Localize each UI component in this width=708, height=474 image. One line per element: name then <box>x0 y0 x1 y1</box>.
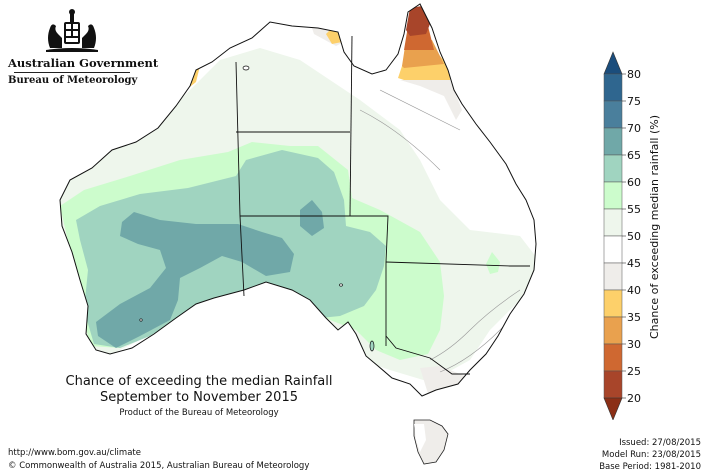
agency-name: Bureau of Meteorology <box>8 75 138 86</box>
band-60-65-nsw <box>486 252 500 274</box>
legend-bin-20-25 <box>603 370 623 399</box>
tasmania-west <box>414 424 426 452</box>
legend-bin-60-65 <box>603 154 623 183</box>
legend-bin-65-70 <box>603 127 623 156</box>
legend-tick-65: 65 <box>627 149 641 162</box>
legend-label: Chance of exceeding median rainfall (%) <box>648 115 661 339</box>
legend-bin-40-45 <box>603 262 623 291</box>
map-period: September to November 2015 <box>99 390 298 405</box>
band-65-70 <box>96 212 294 348</box>
band-65-70-north <box>300 200 324 236</box>
government-logo: Australian Government Bureau of Meteorol… <box>8 8 159 92</box>
legend-tick-55: 55 <box>627 203 641 216</box>
legend-bin-55-60 <box>603 181 623 210</box>
legend-tick-75: 75 <box>627 95 641 108</box>
map-title: Chance of exceeding the median Rainfall <box>65 374 333 389</box>
legend-bin-75-80 <box>603 73 623 102</box>
legend-tick-20: 20 <box>627 392 641 405</box>
product-note: Product of the Bureau of Meteorology <box>119 408 279 418</box>
legend-bin-50-55 <box>603 208 623 237</box>
legend-tick-80: 80 <box>627 68 641 81</box>
legend-tick-40: 40 <box>627 284 641 297</box>
legend-bin-70-75 <box>603 100 623 129</box>
band-20-25-cape <box>406 6 430 36</box>
state-borders <box>235 35 530 375</box>
legend-tick-35: 35 <box>627 311 641 324</box>
legend-tick-60: 60 <box>627 176 641 189</box>
legend-tick-70: 70 <box>627 122 641 135</box>
issued-date: Issued: 27/08/2015 <box>619 438 701 448</box>
legend-tick-50: 50 <box>627 230 641 243</box>
legend-arrow-bottom <box>603 397 623 420</box>
legend-bin-35-40 <box>603 289 623 318</box>
legend-bin-45-50 <box>603 235 623 264</box>
legend-tick-30: 30 <box>627 338 641 351</box>
copyright-text: © Commonwealth of Australia 2015, Austra… <box>8 461 310 471</box>
model-run-date: Model Run: 23/08/2015 <box>601 450 701 460</box>
source-url[interactable]: http://www.bom.gov.au/climate <box>8 448 141 458</box>
legend-bin-25-30 <box>603 343 623 372</box>
legend-tick-25: 25 <box>627 365 641 378</box>
color-legend: 80 75 70 65 60 55 50 45 40 35 30 25 20 Chance of exc… <box>603 51 661 420</box>
australian-coat-of-arms-icon <box>46 9 98 52</box>
legend-bin-30-35 <box>603 316 623 345</box>
band-40-45-cape <box>400 80 462 120</box>
legend-arrow-top <box>603 51 623 75</box>
government-name: Australian Government <box>8 56 159 70</box>
base-period: Base Period: 1981-2010 <box>599 462 701 472</box>
legend-tick-45: 45 <box>627 257 641 270</box>
